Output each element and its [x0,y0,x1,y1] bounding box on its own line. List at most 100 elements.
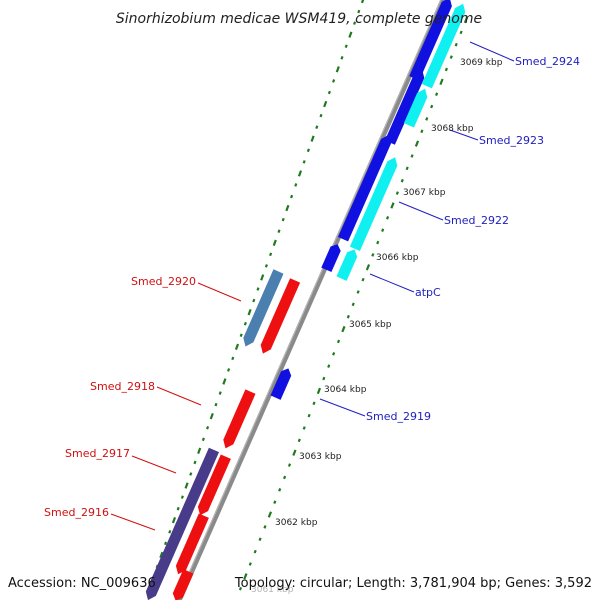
ruler-label: 3063 kbp [299,452,342,462]
cds-smed-2916[interactable] [175,513,209,575]
cds-smed-2923[interactable] [384,69,425,145]
ruler-tick [263,525,267,529]
ruler-tick [395,191,399,195]
ruler-tick [335,66,340,73]
ruler-tick [218,391,222,395]
ruler-tick [307,413,311,418]
ruler-label: 3061 kbp [251,585,294,595]
ruler-tick [171,517,177,524]
ruler-tick [243,321,247,326]
ruler-tick [168,530,172,534]
ruler-tick [258,537,262,542]
ruler-tick [227,368,231,372]
ruler-tick [256,287,260,291]
genome-stats-text: Topology: circular; Length: 3,781,904 bp… [234,576,592,591]
ruler-tick [341,325,346,333]
cds-smed-2918[interactable] [223,389,256,449]
ruler-tick [231,356,235,361]
ruler-label: 3062 kbp [275,518,318,528]
leader-smed-2920 [197,282,242,302]
ruler-tick [285,204,290,212]
gene-label-atpc[interactable]: atpC [415,286,441,299]
cds-smed-2920[interactable] [260,278,301,354]
ruler-tick [459,30,463,35]
label-leaders [110,41,515,531]
ruler-tick [272,239,277,246]
cds-smed-2922[interactable] [338,134,392,242]
cds-track-cyan[interactable] [421,3,466,89]
ruler-tick [302,426,306,430]
ruler-tick [385,216,390,220]
leader-smed-2922 [398,201,444,221]
ruler-tick [239,333,243,338]
ruler-tick [281,217,285,222]
ruler-tick [302,160,306,164]
ruler-tick [322,376,326,381]
ruler-tick [405,166,409,171]
ruler-tick [184,482,189,489]
ruler-tick [344,44,348,49]
ruler-tick [164,541,168,546]
ruler-tick [454,42,458,47]
cds-atpc[interactable] [321,244,341,272]
gene-label-smed-2920[interactable]: Smed_2920 [131,275,196,288]
ruler-tick [444,67,448,72]
ruler-tick [243,573,248,580]
ruler-tick [400,178,404,183]
ruler-tick [346,314,350,319]
ruler-tick [287,463,292,467]
cds-track-cyan[interactable] [349,157,398,251]
gene-label-smed-2917[interactable]: Smed_2917 [65,447,130,460]
ruler-label: 3067 kbp [403,188,446,198]
ruler-tick [278,488,282,492]
ruler-tick [238,586,243,591]
ruler-tick [327,364,331,368]
gene-label-smed-2918[interactable]: Smed_2918 [90,380,155,393]
ruler-label: 3068 kbp [431,124,474,134]
cds-track-cyan[interactable] [403,88,428,128]
ruler-tick [260,274,265,281]
ruler-tick [371,253,375,257]
cds-track-cyan[interactable] [336,249,358,281]
leader-atpc [369,273,415,293]
gene-label-smed-2919[interactable]: Smed_2919 [366,410,431,423]
ruler-labels: 3069 kbp 3068 kbp 3067 kbp 3066 kbp 3065… [251,58,503,595]
ruler-tick [206,425,210,430]
ruler-tick [463,16,469,24]
ruler-tick [319,113,323,118]
accession-text: Accession: NC_009636 [8,576,156,591]
cds-smed-2915[interactable] [172,569,194,600]
leader-smed-2916 [110,513,156,531]
ruler-tick [327,90,331,95]
ruler-label: 3064 kbp [324,385,367,395]
leader-smed-2924 [469,41,515,62]
inner-ruler-track [238,16,469,591]
ruler-tick [159,551,164,559]
cds-smed-2917[interactable] [197,454,231,516]
ruler-label: 3065 kbp [349,320,392,330]
ruler-tick [180,495,184,499]
cds-slate-track[interactable] [145,447,219,600]
ruler-tick [315,125,319,129]
ruler-tick [197,447,202,455]
ruler-tick [214,402,218,407]
ruler-tick [410,154,414,158]
map-title: Sinorhizobium medicae WSM419, complete g… [116,11,482,27]
ruler-tick [201,437,205,442]
ruler-tick [312,401,316,406]
cds-smed-2924[interactable] [409,0,452,81]
ruler-tick [420,129,424,134]
cds-smed-2919[interactable] [270,368,292,400]
ruler-tick [176,506,180,511]
cds-smed-2920-track[interactable] [243,269,284,347]
gene-label-smed-2922[interactable]: Smed_2922 [444,214,509,227]
feature-track [145,0,466,600]
ruler-tick [277,229,281,233]
ruler-tick [247,308,252,316]
ruler-tick [449,55,453,59]
gene-label-smed-2924[interactable]: Smed_2924 [515,55,580,68]
gene-label-smed-2923[interactable]: Smed_2923 [479,134,544,147]
ruler-tick [361,277,365,282]
ruler-tick [306,148,310,153]
gene-label-smed-2916[interactable]: Smed_2916 [44,506,109,519]
